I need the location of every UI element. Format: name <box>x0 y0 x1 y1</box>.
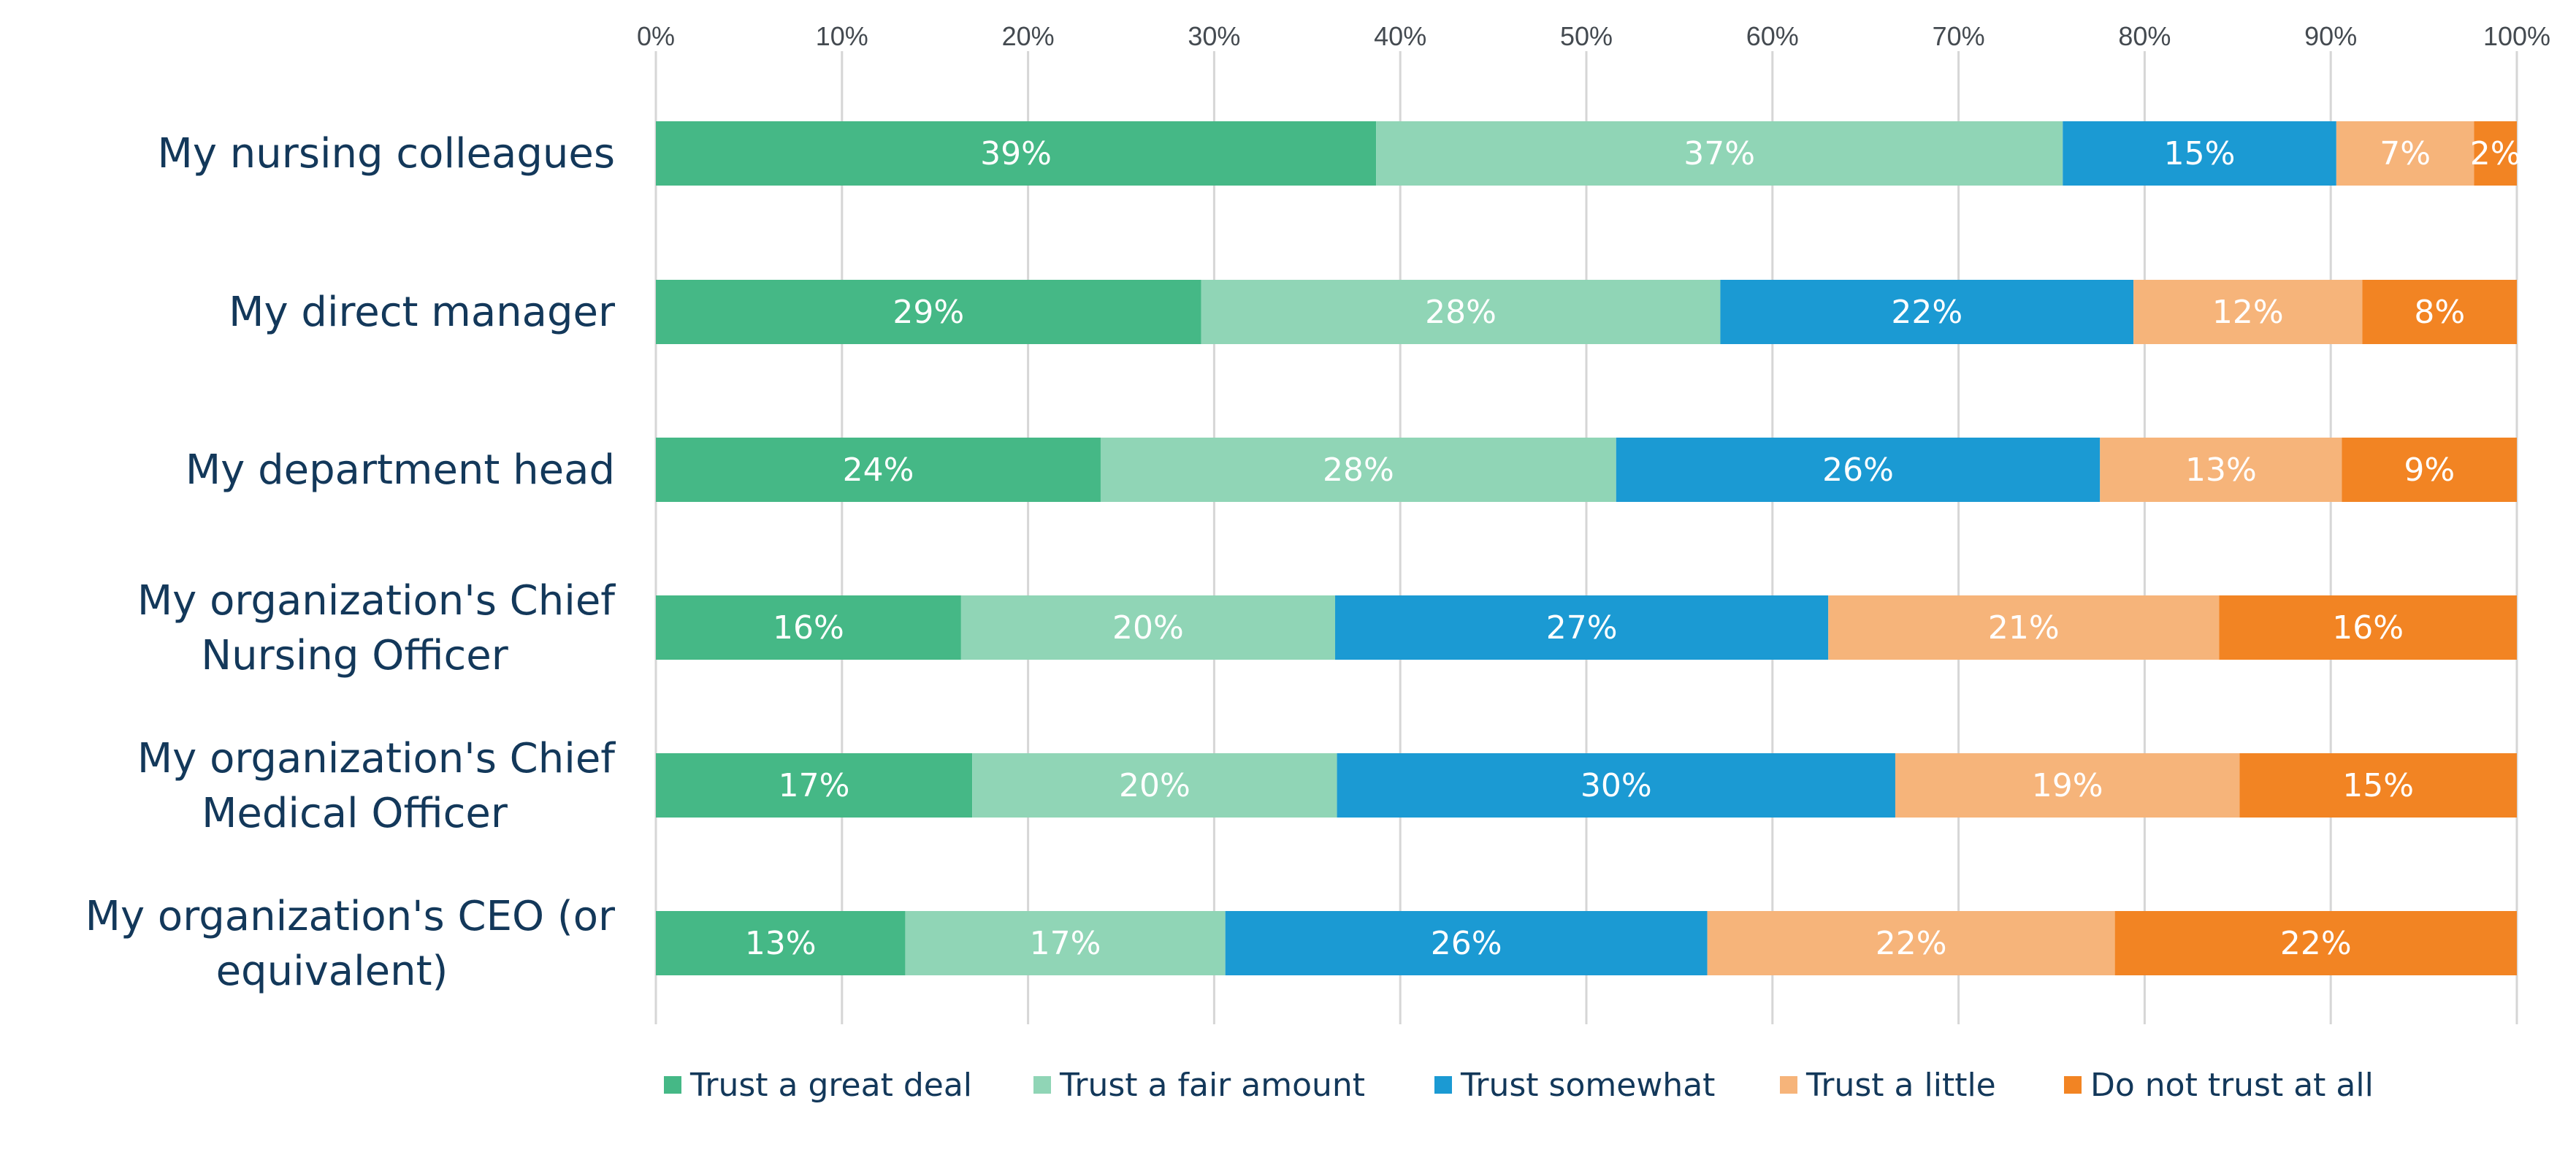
data-label: 7% <box>2380 135 2431 172</box>
x-tick-label: 40% <box>1374 21 1426 51</box>
data-label: 26% <box>1431 925 1502 962</box>
x-tick-label: 10% <box>816 21 868 51</box>
bar-segment <box>656 911 906 975</box>
category-label: My department head <box>186 446 615 494</box>
legend-label: Do not trust at all <box>2090 1067 2374 1104</box>
bar-segment <box>656 438 1101 502</box>
legend-swatch <box>1434 1076 1452 1094</box>
data-label: 17% <box>1030 925 1101 962</box>
data-label: 12% <box>2212 294 2284 331</box>
category-label: My organization's Chief Nursing Officer <box>137 577 616 679</box>
x-tick-label: 30% <box>1188 21 1240 51</box>
category-label: My organization's Chief Medical Officer <box>137 735 616 837</box>
data-label: 37% <box>1683 135 1755 172</box>
legend-swatch <box>2064 1076 2082 1094</box>
data-label: 22% <box>2280 925 2352 962</box>
data-label: 19% <box>2032 767 2103 804</box>
x-tick-label: 60% <box>1746 21 1799 51</box>
bar-segment <box>1707 911 2115 975</box>
legend-swatch <box>664 1076 681 1094</box>
bar-segment <box>1335 595 1829 660</box>
legend-label: Trust a great deal <box>689 1067 972 1104</box>
bar-segment <box>972 753 1337 818</box>
bar-segment <box>2362 280 2517 344</box>
gridlines <box>654 51 2518 1024</box>
x-tick-label: 0% <box>637 21 675 51</box>
bar-segment <box>2342 438 2517 502</box>
bar-segment <box>2336 121 2474 186</box>
bar-segment <box>656 280 1201 344</box>
x-tick-label: 70% <box>1933 21 1985 51</box>
legend-label: Trust a little <box>1805 1067 1996 1104</box>
data-label: 28% <box>1323 451 1394 489</box>
data-label: 20% <box>1119 767 1190 804</box>
bars: 39% 37% 15% 7% 2% 29% 28% 22% 12% 8% 24% 28% 26% 13% 9… <box>656 121 2521 975</box>
data-label: 9% <box>2404 451 2455 489</box>
legend-label: Trust a fair amount <box>1059 1067 1365 1104</box>
x-tick-label: 50% <box>1560 21 1613 51</box>
data-label: 20% <box>1112 609 1184 647</box>
data-label: 21% <box>1988 609 2060 647</box>
data-label: 29% <box>893 294 964 331</box>
bar-segment <box>2219 595 2517 660</box>
bar-segment <box>656 753 973 818</box>
bar-segment <box>1337 753 1895 818</box>
bar-segment <box>905 911 1226 975</box>
data-label: 2% <box>2470 135 2521 172</box>
data-label: 16% <box>773 609 844 647</box>
data-label: 8% <box>2414 294 2465 331</box>
data-label: 28% <box>1425 294 1497 331</box>
legend-label: Trust somewhat <box>1460 1067 1715 1104</box>
legend-swatch <box>1780 1076 1797 1094</box>
bar-segment <box>960 595 1336 660</box>
bar-segment <box>1100 438 1616 502</box>
legend: Trust a great deal Trust a fair amount Tru… <box>664 1067 2374 1104</box>
bar-segment <box>1895 753 2240 818</box>
legend-swatch <box>1033 1076 1051 1094</box>
bar-segment <box>2133 280 2363 344</box>
x-axis-ticks: 0% 10% 20% 30% 40% 50% 60% 70% 80% 90% 100% <box>637 21 2550 51</box>
bar-segment <box>656 121 1377 186</box>
bar-segment <box>2114 911 2517 975</box>
x-tick-label: 80% <box>2118 21 2171 51</box>
bar-segment <box>656 595 961 660</box>
bar-segment <box>1376 121 2063 186</box>
data-label: 13% <box>2185 451 2257 489</box>
bar-segment <box>1225 911 1708 975</box>
x-tick-label: 20% <box>1002 21 1055 51</box>
data-label: 26% <box>1822 451 1894 489</box>
category-label: My nursing colleagues <box>158 130 615 178</box>
bar-segment <box>2474 121 2517 186</box>
category-label: My direct manager <box>229 289 616 336</box>
bar-segment <box>1828 595 2220 660</box>
bar-segment <box>2239 753 2517 818</box>
data-label: 22% <box>1876 925 1947 962</box>
data-label: 39% <box>980 135 1052 172</box>
bar-segment <box>2100 438 2342 502</box>
x-tick-label: 100% <box>2483 21 2550 51</box>
data-label: 27% <box>1546 609 1618 647</box>
data-label: 22% <box>1891 294 1962 331</box>
bar-segment <box>1616 438 2101 502</box>
category-label: My organization's CEO (or equivalent) <box>85 893 616 995</box>
x-tick-label: 90% <box>2304 21 2357 51</box>
bar-segment <box>1201 280 1721 344</box>
bar-segment <box>2063 121 2336 186</box>
data-label: 15% <box>2342 767 2414 804</box>
data-label: 17% <box>779 767 850 804</box>
data-label: 24% <box>843 451 914 489</box>
data-label: 15% <box>2164 135 2236 172</box>
data-label: 13% <box>745 925 817 962</box>
data-label: 16% <box>2332 609 2404 647</box>
bar-segment <box>1720 280 2134 344</box>
category-labels: My nursing colleagues My direct manager My… <box>85 130 616 995</box>
data-label: 30% <box>1581 767 1652 804</box>
